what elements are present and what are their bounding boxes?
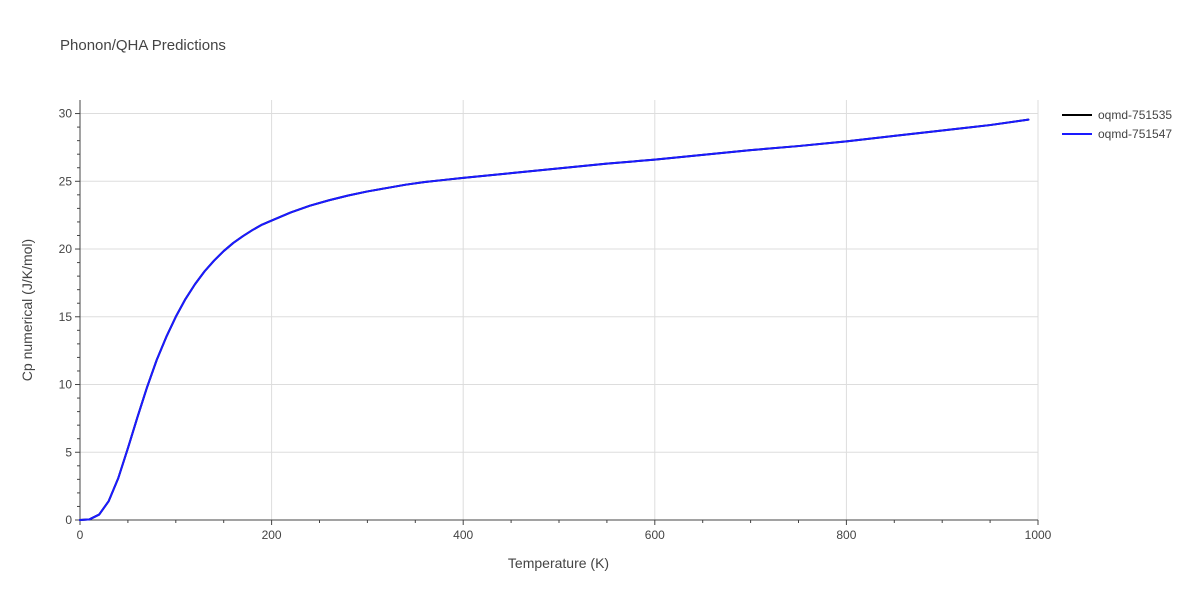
legend[interactable]: oqmd-751535 oqmd-751547	[1062, 108, 1172, 141]
y-tick-label: 15	[59, 310, 73, 324]
x-tick-label: 1000	[1025, 528, 1052, 542]
x-tick-label: 600	[645, 528, 665, 542]
x-tick-label: 400	[453, 528, 473, 542]
series-line-oqmd-751547[interactable]	[79, 118, 1030, 521]
y-tick-label: 0	[65, 513, 72, 527]
axis-layer: 0 5 10 15 20 25 30 0 200 400 600 800 1000	[59, 100, 1052, 542]
x-tick-label: 800	[836, 528, 856, 542]
legend-label: oqmd-751547	[1098, 127, 1172, 141]
y-axis-title: Cp numerical (J/K/mol)	[19, 239, 35, 381]
chart-title: Phonon/QHA Predictions	[60, 37, 226, 54]
x-axis-title: Temperature (K)	[508, 555, 609, 571]
legend-item-oqmd-751535[interactable]: oqmd-751535	[1062, 108, 1172, 122]
legend-label: oqmd-751535	[1098, 108, 1172, 122]
legend-item-oqmd-751547[interactable]: oqmd-751547	[1062, 127, 1172, 141]
y-tick-label: 20	[59, 242, 73, 256]
y-tick-label: 10	[59, 378, 73, 392]
x-tick-label: 200	[262, 528, 282, 542]
series-layer	[79, 118, 1030, 521]
y-tick-label: 5	[65, 445, 72, 459]
y-tick-label: 30	[59, 107, 73, 121]
grid-layer	[80, 100, 1039, 520]
y-tick-label: 25	[59, 174, 73, 188]
series-line-oqmd-751535[interactable]	[79, 118, 1030, 521]
x-tick-label: 0	[77, 528, 84, 542]
